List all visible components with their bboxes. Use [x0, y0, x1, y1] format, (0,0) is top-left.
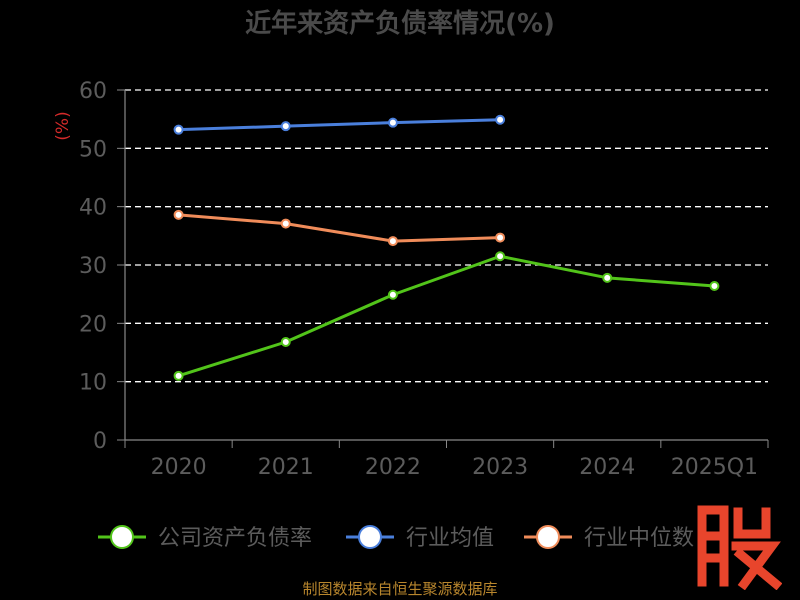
y-tick-label: 50	[79, 137, 107, 162]
data-point[interactable]	[602, 272, 613, 283]
legend-swatch-marker	[536, 525, 560, 549]
data-point[interactable]	[280, 218, 291, 229]
series-1	[173, 114, 506, 135]
legend-swatch-marker	[358, 525, 382, 549]
legend-label: 行业均值	[406, 526, 494, 551]
data-point[interactable]	[173, 209, 184, 220]
data-point[interactable]	[709, 281, 720, 291]
series-0	[173, 251, 720, 381]
axes: 0 10 20 30 40 50 60 2020 2021 2022 2023 2024 2025Q1	[79, 79, 769, 480]
series-line	[178, 213, 501, 243]
series-line	[178, 254, 715, 378]
data-point[interactable]	[387, 289, 398, 300]
y-axis-label: (%)	[53, 111, 73, 140]
y-tick-label: 10	[79, 371, 107, 396]
data-point[interactable]	[495, 114, 506, 125]
y-tick-label: 60	[79, 79, 107, 104]
data-point[interactable]	[495, 251, 506, 262]
x-tick-label: 2022	[365, 455, 421, 480]
y-tick-label: 30	[79, 254, 107, 279]
grid-lines	[125, 89, 768, 383]
watermark-logo	[697, 505, 782, 590]
legend-item-2[interactable]: 行业中位数	[524, 525, 694, 551]
legend-label: 公司资产负债率	[158, 526, 312, 551]
x-tick-label: 2021	[258, 455, 314, 480]
data-point[interactable]	[173, 124, 184, 135]
data-point[interactable]	[387, 236, 398, 247]
data-point[interactable]	[495, 232, 506, 243]
data-point[interactable]	[387, 117, 398, 128]
chart-title: 近年来资产负债率情况(%)	[245, 8, 555, 39]
series-2	[173, 209, 506, 247]
source-note: 制图数据来自恒生聚源数据库	[302, 580, 498, 598]
series-line	[178, 118, 501, 132]
legend-item-0[interactable]: 公司资产负债率	[98, 525, 312, 551]
data-point[interactable]	[280, 121, 291, 132]
x-tick-label: 2023	[472, 455, 528, 480]
legend-label: 行业中位数	[584, 526, 694, 551]
data-point[interactable]	[173, 370, 184, 381]
x-tick-label: 2024	[579, 455, 635, 480]
series-layer	[173, 114, 720, 381]
y-tick-label: 20	[79, 312, 107, 337]
x-tick-label: 2025Q1	[671, 455, 758, 480]
y-tick-label: 40	[79, 196, 107, 221]
legend-swatch-marker	[110, 525, 134, 549]
x-tick-label: 2020	[151, 455, 207, 480]
y-tick-label: 0	[93, 429, 107, 454]
data-point[interactable]	[280, 337, 291, 347]
legend-item-1[interactable]: 行业均值	[346, 525, 494, 551]
legend: 公司资产负债率 行业均值 行业中位数	[98, 525, 694, 551]
